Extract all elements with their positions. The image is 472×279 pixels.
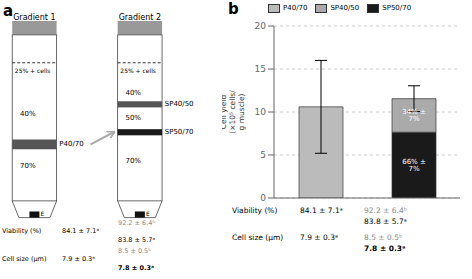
svg-text:Gradient 1: Gradient 1	[13, 13, 55, 22]
svg-text:70%: 70%	[125, 157, 141, 165]
html-text:Cell size (µm): Cell size (µm)	[232, 233, 284, 242]
svg-text:20: 20	[255, 21, 267, 31]
svg-text:Viability (%): Viability (%)	[8, 227, 41, 235]
svg-text:7.9 ± 0.3ᵃ: 7.9 ± 0.3ᵃ	[62, 255, 95, 263]
svg-text:10: 10	[255, 107, 267, 117]
svg-text:Gradient 2: Gradient 2	[119, 13, 161, 22]
svg-text:15: 15	[255, 64, 266, 74]
svg-text:34% ±7%: 34% ±7%	[402, 108, 426, 123]
html-text:92.2 ± 6.4ᵇ: 92.2 ± 6.4ᵇ	[364, 206, 407, 215]
svg-text:E: E	[146, 210, 150, 217]
html-text:7.9 ± 0.3ᵃ: 7.9 ± 0.3ᵃ	[300, 233, 338, 242]
html-text:SP50/70: SP50/70	[382, 4, 412, 12]
svg-text:66% ±7%: 66% ±7%	[402, 158, 426, 173]
svg-text:83.8 ± 5.7ᵃ: 83.8 ± 5.7ᵃ	[118, 236, 155, 244]
svg-text:8.5 ± 0.5ᵇ: 8.5 ± 0.5ᵇ	[118, 247, 151, 255]
svg-text:70%: 70%	[20, 162, 36, 170]
svg-text:SP40/50: SP40/50	[165, 100, 194, 108]
svg-text:25% + cells: 25% + cells	[15, 67, 51, 74]
html-text:Viability (%): Viability (%)	[232, 206, 278, 215]
html-text:7.8 ± 0.3ᵃ: 7.8 ± 0.3ᵃ	[364, 244, 406, 253]
svg-text:40%: 40%	[125, 89, 141, 97]
html-text:8.5 ± 0.5ᵇ: 8.5 ± 0.5ᵇ	[364, 233, 403, 242]
svg-text:SP50/70: SP50/70	[165, 128, 194, 136]
svg-text:92.2 ± 6.4ᵇ: 92.2 ± 6.4ᵇ	[118, 219, 155, 227]
svg-text:P40/70: P40/70	[59, 140, 83, 148]
svg-text:40%: 40%	[20, 110, 36, 118]
svg-text:50%: 50%	[125, 114, 141, 122]
svg-text:5: 5	[260, 150, 266, 160]
svg-text:E: E	[41, 210, 45, 217]
html-text:b: b	[228, 0, 239, 18]
html-text:83.8 ± 5.7ᵃ: 83.8 ± 5.7ᵃ	[364, 217, 407, 226]
svg-text:25% + cells: 25% + cells	[120, 67, 156, 74]
svg-text:7.8 ± 0.3ᵃ: 7.8 ± 0.3ᵃ	[118, 264, 154, 272]
html-text:P40/70: P40/70	[283, 4, 308, 12]
svg-text:84.1 ± 7.1ᵃ: 84.1 ± 7.1ᵃ	[62, 227, 99, 235]
html-text:SP40/50: SP40/50	[330, 4, 360, 12]
html-text:84.1 ± 7.1ᵃ: 84.1 ± 7.1ᵃ	[300, 206, 343, 215]
svg-text:Cell size (µm): Cell size (µm)	[8, 255, 46, 263]
svg-text:0: 0	[260, 193, 266, 202]
svg-text:Cell yield(×10⁵ cells/g muscle: Cell yield(×10⁵ cells/g muscle)	[222, 90, 246, 134]
